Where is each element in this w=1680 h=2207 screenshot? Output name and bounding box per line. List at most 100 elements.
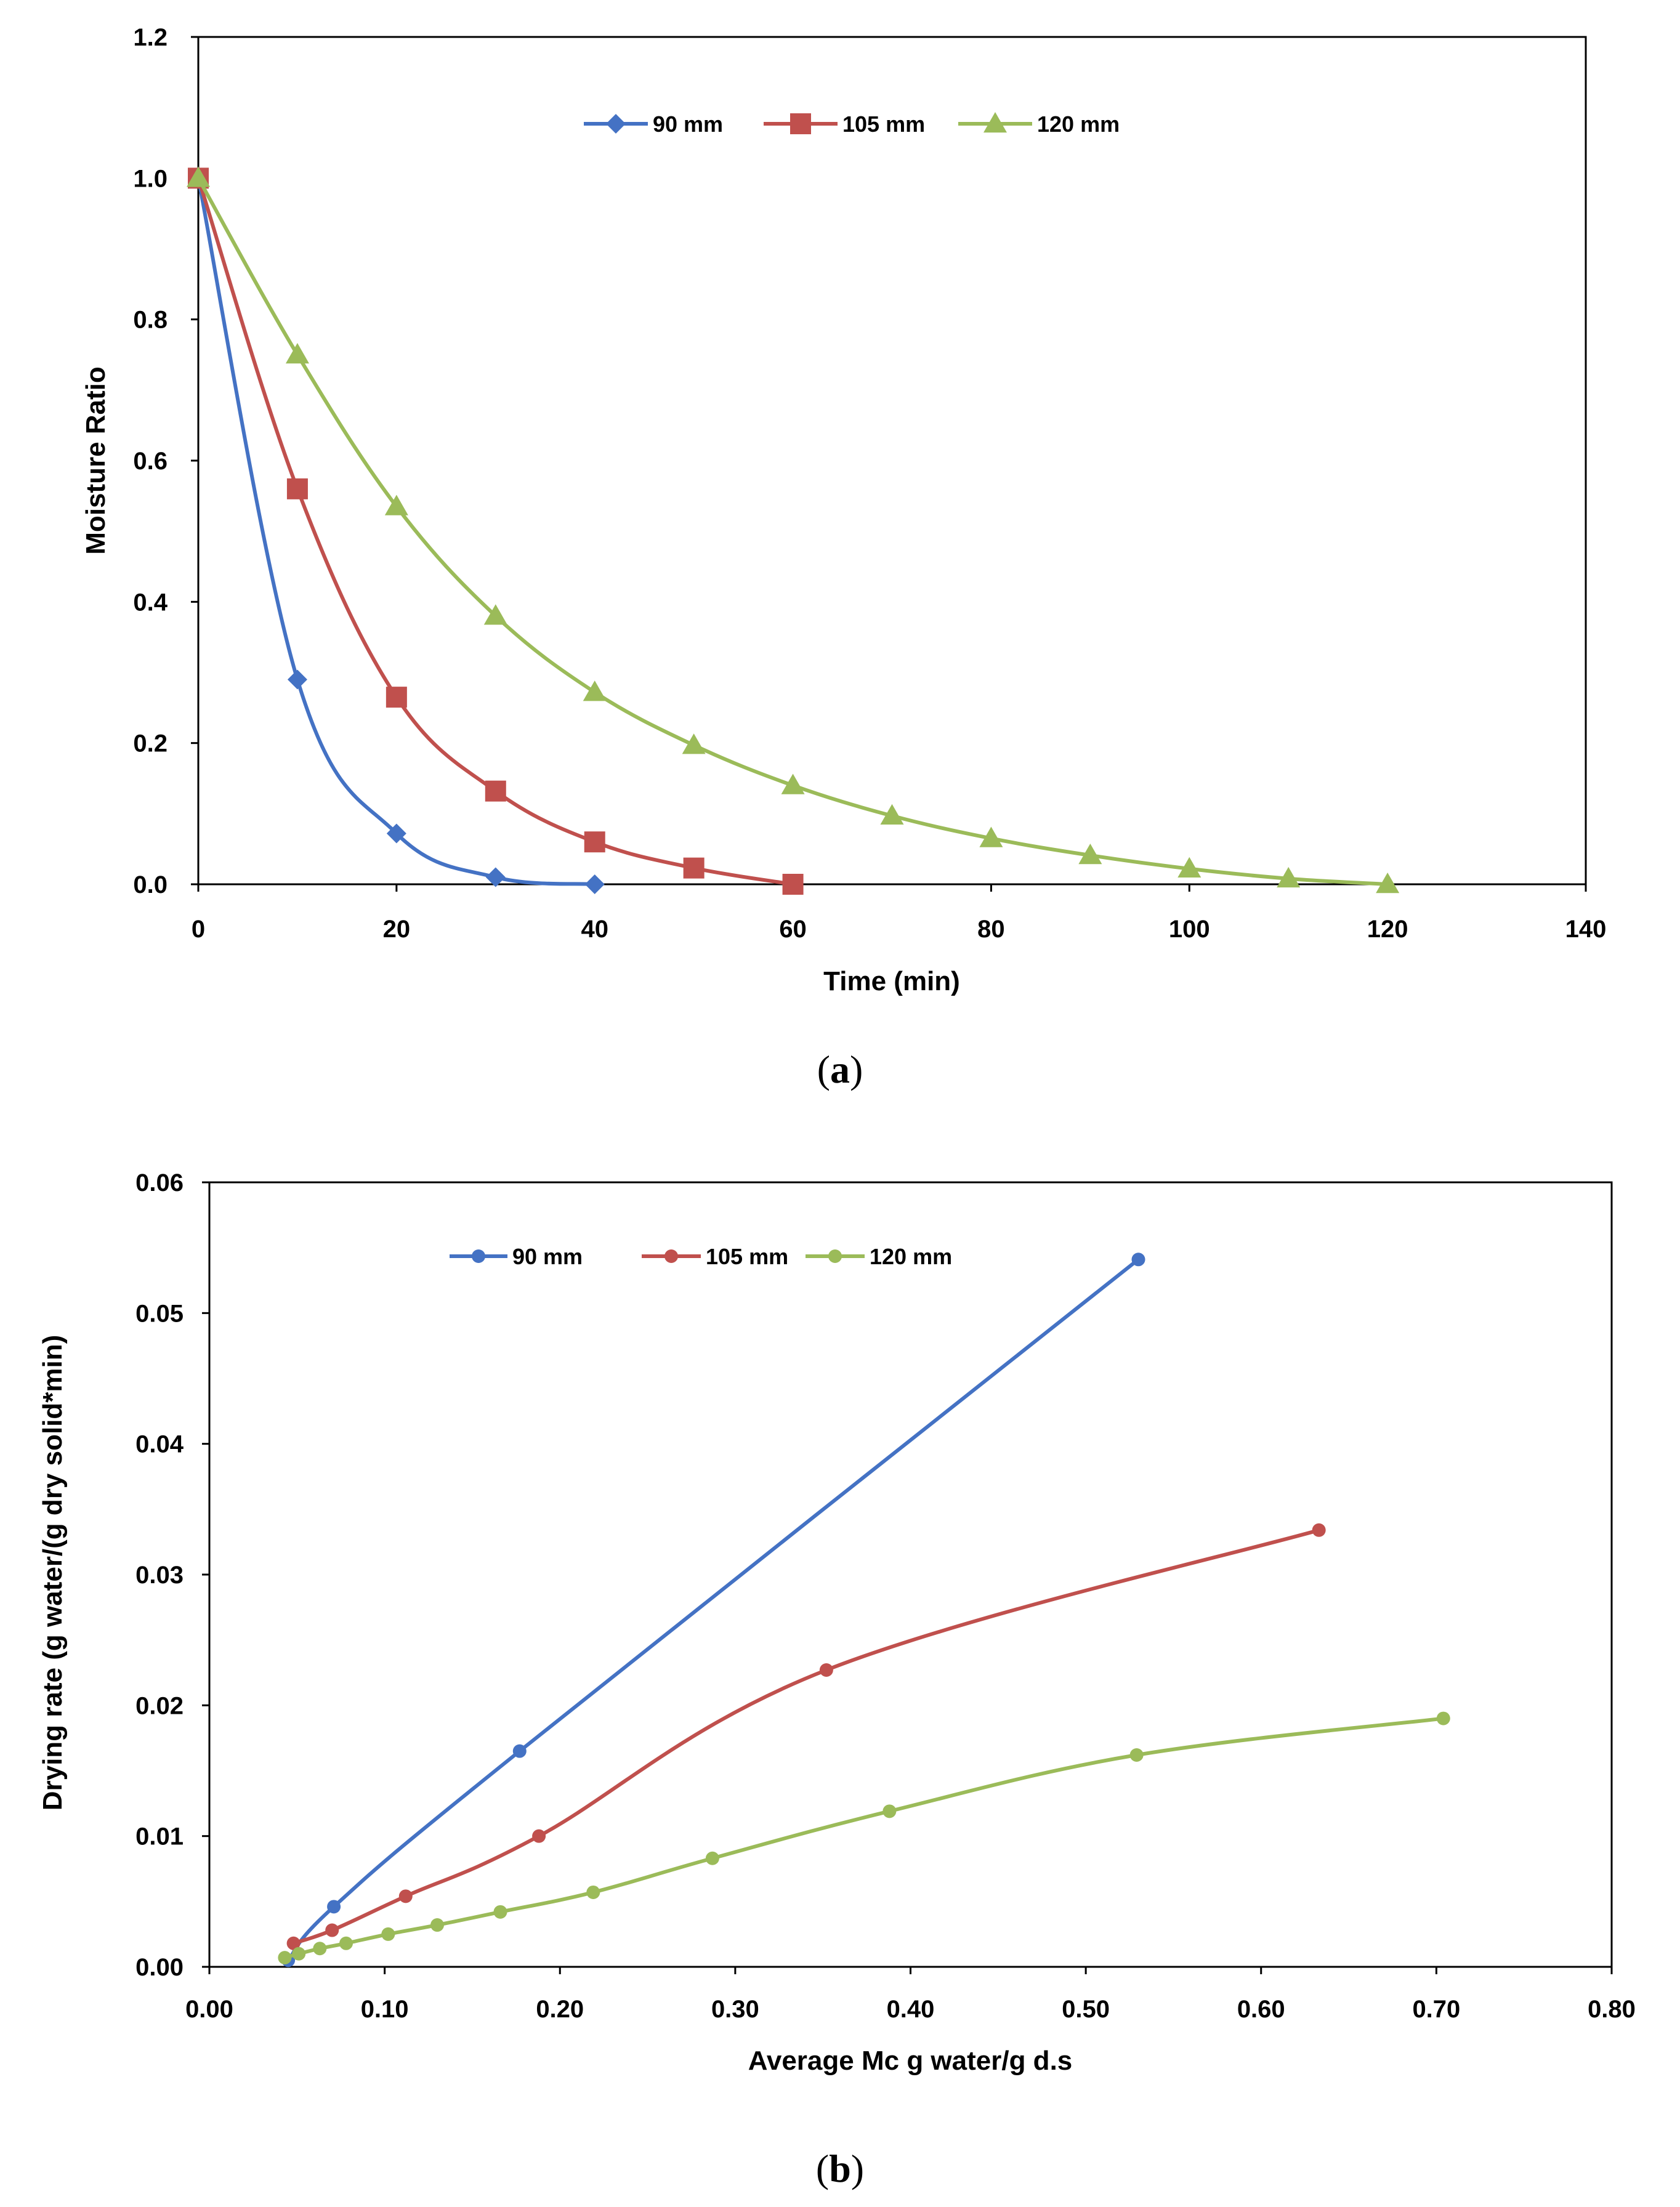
x-tick-label: 40 (581, 916, 608, 943)
x-tick-label: 0.70 (1412, 1996, 1460, 2023)
x-tick-label: 60 (779, 916, 807, 943)
series-line (196, 177, 1388, 886)
data-point (278, 1951, 292, 1965)
data-point (583, 680, 607, 701)
data-point (979, 826, 1003, 847)
data-point (512, 1744, 527, 1758)
y-axis-label: Moisture Ratio (81, 366, 111, 555)
legend-entry: 120 mm (806, 1244, 952, 1269)
y-tick-label: 0.0 (133, 871, 168, 898)
data-point (705, 1851, 719, 1865)
data-point (782, 874, 804, 895)
x-tick-label: 0.50 (1062, 1996, 1110, 2023)
legend-label: 105 mm (842, 111, 925, 137)
y-tick-label: 1.0 (133, 165, 168, 192)
plot-frame (197, 36, 1587, 886)
data-point (286, 1936, 301, 1950)
legend-marker (664, 1249, 678, 1263)
y-tick-label: 0.04 (135, 1431, 184, 1458)
data-point (1312, 1523, 1326, 1537)
y-tick-label: 0.01 (135, 1823, 184, 1850)
y-tick-label: 0.03 (135, 1562, 184, 1589)
x-tick-label: 20 (383, 916, 411, 943)
x-tick-label: 0.40 (887, 1996, 935, 2023)
x-tick-label: 140 (1565, 916, 1607, 943)
data-point (339, 1936, 353, 1950)
data-point (1129, 1748, 1144, 1762)
data-point (485, 867, 506, 887)
data-point (532, 1829, 546, 1843)
series-105-mm (188, 167, 804, 895)
legend-label: 90 mm (653, 111, 723, 137)
data-point (586, 1885, 600, 1899)
data-point (398, 1889, 413, 1903)
y-axis-label: Drying rate (g water/(g dry solid*min) (38, 1335, 68, 1811)
legend-marker (472, 1249, 485, 1263)
data-point (683, 857, 705, 879)
caption-b: (b) (816, 2147, 864, 2190)
data-point (327, 1900, 341, 1914)
y-tick-label: 0.2 (133, 730, 168, 757)
legend-label: 105 mm (706, 1244, 788, 1269)
series-120-mm (278, 1711, 1450, 1965)
chart-a: 0 20 40 60 80 100 120 140 0.0 0.2 0.4 0.6 0.8 1.0 1.2 T… (81, 24, 1606, 996)
data-point (483, 604, 507, 625)
legend-marker (983, 112, 1007, 133)
x-tick-label: 0.10 (361, 1996, 409, 2023)
y-tick-label: 0.6 (133, 448, 168, 475)
y-tick-label: 0.00 (135, 1954, 184, 1981)
data-point (781, 773, 805, 794)
data-point (485, 780, 506, 802)
x-tick-label: 0 (192, 916, 205, 943)
legend-marker (606, 114, 626, 134)
data-point (325, 1923, 339, 1937)
y-tick-label: 0.4 (133, 589, 168, 616)
data-point (584, 831, 605, 853)
data-point (1376, 873, 1400, 894)
data-point (386, 823, 406, 844)
x-tick-label: 0.00 (185, 1996, 233, 2023)
data-point (1131, 1253, 1145, 1267)
caption-a-letter: a (830, 1047, 850, 1091)
data-point (286, 478, 308, 499)
x-tick-label: 100 (1169, 916, 1210, 943)
legend-entry: 105 mm (764, 111, 925, 137)
data-point (285, 343, 309, 364)
data-point (287, 669, 307, 690)
caption-b-letter: b (829, 2147, 851, 2190)
data-point (381, 1927, 395, 1941)
series-105-mm (286, 1523, 1326, 1950)
y-tick-label: 0.02 (135, 1692, 184, 1719)
x-tick-label: 0.30 (711, 1996, 759, 2023)
x-tick-label: 0.20 (536, 1996, 584, 2023)
data-point (292, 1947, 306, 1961)
plot-frame (208, 1181, 1613, 1968)
data-point (187, 166, 210, 187)
y-tick-label: 0.8 (133, 307, 168, 334)
series-line (284, 1716, 1444, 1960)
legend-label: 120 mm (1037, 111, 1120, 137)
y-tick-label: 1.2 (133, 24, 168, 51)
x-tick-label: 120 (1367, 916, 1408, 943)
data-point (1078, 843, 1102, 865)
x-axis-label: Time (min) (823, 966, 960, 996)
data-point (1177, 857, 1201, 878)
legend-entry: 90 mm (450, 1244, 583, 1269)
legend-label: 120 mm (870, 1244, 952, 1269)
legend-marker (790, 113, 811, 134)
data-point (1436, 1711, 1450, 1725)
data-point (1277, 866, 1301, 888)
series-line (293, 1528, 1320, 1945)
legend-label: 90 mm (512, 1244, 583, 1269)
chart-b: 0.00 0.10 0.20 0.30 0.40 0.50 0.60 0.70 0.80 0.00… (38, 1169, 1636, 2076)
data-point (384, 494, 408, 515)
data-point (386, 687, 407, 708)
x-tick-label: 0.60 (1237, 1996, 1285, 2023)
series-120-mm (187, 166, 1400, 894)
data-point (584, 874, 605, 894)
data-point (313, 1942, 327, 1956)
data-point (880, 804, 904, 825)
data-point (493, 1905, 507, 1919)
data-point (682, 733, 706, 754)
